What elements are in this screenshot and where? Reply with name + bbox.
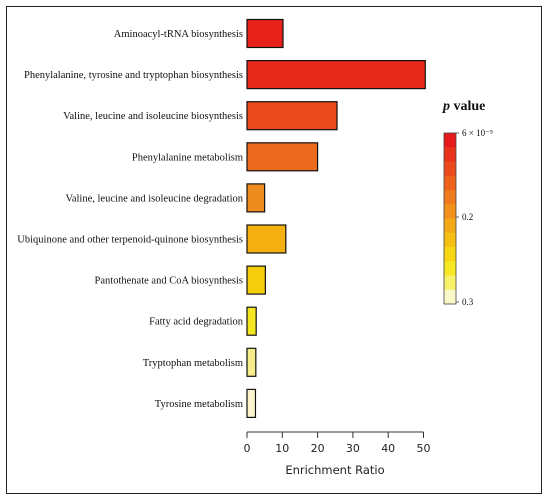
category-label: Pantothenate and CoA biosynthesis (95, 276, 243, 287)
category-label: Ubiquinone and other terpenoid-quinone b… (17, 235, 243, 246)
x-axis-label: Enrichment Ratio (285, 463, 384, 477)
colorbar-segment (444, 218, 456, 234)
bar (246, 347, 257, 377)
colorbar (443, 132, 457, 305)
category-label: Phenylalanine metabolism (132, 152, 243, 163)
bar (246, 388, 257, 418)
x-tick-label: 40 (381, 442, 395, 455)
colorbar-segment (444, 275, 456, 291)
colorbar-segment (444, 133, 456, 148)
colorbar-tick-label: 0.3 (462, 297, 474, 307)
bar (246, 265, 266, 295)
colorbar-segment (444, 147, 456, 162)
x-tick-label: 50 (417, 442, 431, 455)
legend-title: p value (442, 99, 485, 114)
category-label: Aminoacyl-tRNA biosynthesis (114, 29, 243, 40)
p-value-legend: p value 6 × 10⁻⁵ 0.2 0.3 (442, 99, 493, 307)
bar (246, 18, 284, 49)
bar (246, 224, 287, 254)
colorbar-segment (444, 190, 456, 205)
bar (246, 101, 338, 131)
colorbar-tick-label: 0.2 (462, 212, 473, 222)
bar (246, 306, 257, 336)
x-tick-label: 20 (311, 442, 325, 455)
colorbar-tick-label: 6 × 10⁻⁵ (462, 128, 493, 138)
category-label: Valine, leucine and isoleucine degradati… (65, 193, 243, 204)
colorbar-segment (444, 247, 456, 262)
category-label: Tyrosine metabolism (155, 399, 243, 410)
bar (246, 59, 426, 90)
colorbar-segment (444, 204, 456, 219)
bar (246, 183, 266, 213)
category-label: Valine, leucine and isoleucine biosynthe… (63, 111, 243, 122)
bar (246, 142, 319, 172)
colorbar-segment (444, 261, 456, 276)
colorbar-segment (444, 232, 456, 248)
colorbar-segment (444, 175, 456, 191)
colorbar-segment (444, 289, 456, 305)
category-label: Tryptophan metabolism (143, 358, 243, 369)
legend-title-rest: value (450, 99, 485, 114)
x-tick-label: 10 (275, 442, 289, 455)
colorbar-border (443, 132, 457, 305)
colorbar-segment (444, 161, 456, 177)
category-label: Fatty acid degradation (149, 317, 244, 328)
legend-title-p: p (442, 99, 450, 114)
x-tick-label: 0 (244, 442, 251, 455)
category-label: Phenylalanine, tyrosine and tryptophan b… (24, 70, 243, 81)
x-tick-label: 30 (346, 442, 360, 455)
